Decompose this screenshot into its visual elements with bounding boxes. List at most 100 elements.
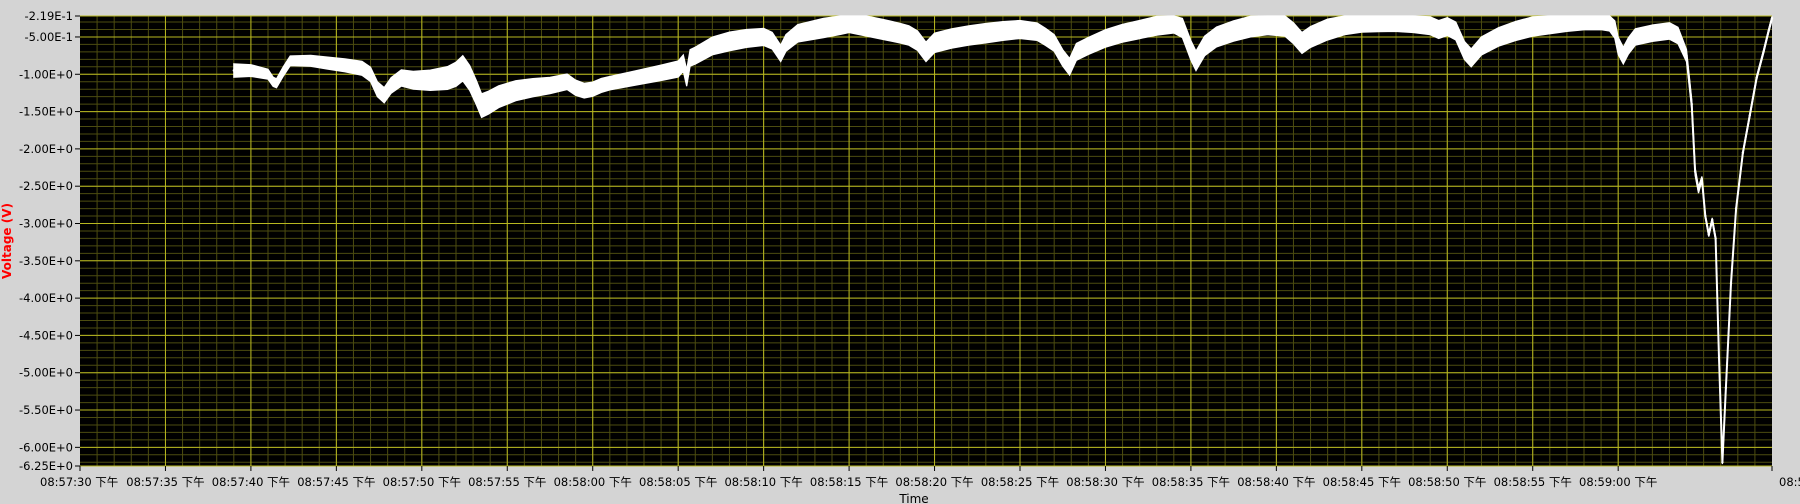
data-point [924,50,928,54]
data-point [839,23,842,26]
data-point [1326,28,1329,31]
y-tick-label: -2.50E+0 [19,179,73,193]
data-point [326,61,329,65]
data-point [480,104,483,107]
data-point [1189,49,1193,52]
data-point [1711,218,1714,221]
data-point [548,84,552,87]
x-tick-label: 08:59:00 下午 [1579,475,1657,489]
x-tick-label: 08:58:55 下午 [1494,475,1572,489]
data-point [1480,44,1483,48]
data-point [271,80,275,83]
data-point [1300,41,1304,45]
data-point [1565,20,1569,24]
data-point [1707,233,1711,236]
series-layer [232,15,1774,465]
data-point [289,59,292,62]
data-point [822,26,825,30]
data-point [1497,35,1500,39]
x-tick-label: 08:57:40 下午 [212,475,290,489]
data-point [984,32,987,35]
data-point [412,79,415,82]
data-point [1061,56,1064,60]
data-point [383,94,386,97]
data-point [1215,35,1218,39]
x-tick-label: 08:58:30 下午 [1066,475,1144,489]
data-point [1018,28,1022,31]
y-tick-label: -5.00E-1 [25,30,74,44]
data-point [1729,282,1733,285]
data-point [1104,37,1107,40]
data-point [762,35,765,39]
data-point [1377,20,1381,24]
data-point [796,32,799,35]
data-point [1194,59,1198,62]
data-point [1454,29,1458,33]
data-point [1172,22,1176,25]
data-point [1697,188,1700,192]
data-point [682,61,685,65]
data-point [847,20,851,24]
data-point [1770,17,1774,20]
data-point [1721,461,1724,464]
data-point [1446,25,1449,28]
data-point [1035,30,1039,33]
data-point [677,67,680,71]
data-point [1087,44,1090,48]
x-tick-label: 08:57:50 下午 [383,475,461,489]
y-tick-label: -5.50E+0 [19,403,73,417]
data-point [1360,20,1364,24]
data-point [1044,35,1047,39]
data-point [1068,65,1071,69]
data-point [343,64,347,67]
data-point [1599,19,1603,22]
data-point [1292,32,1295,35]
y-tick-label: -1.50E+0 [19,105,73,119]
data-point [1155,24,1158,27]
x-tick-label: 08:58:10 下午 [724,475,802,489]
data-point [1531,25,1534,28]
y-tick-label: -5.00E+0 [19,366,73,380]
x-tick-label: 08:58:40 下午 [1237,475,1315,489]
data-point [1634,35,1637,39]
x-tick-label: 08:58:05 下午 [639,475,717,489]
data-point [1622,54,1625,57]
data-point [608,82,611,85]
data-point [899,32,902,35]
data-point [1724,386,1728,389]
data-point [1411,22,1415,25]
data-point [1075,50,1078,54]
data-point [1717,356,1721,359]
x-tick-label: 08:58:25 下午 [981,475,1059,489]
y-tick-label: -4.50E+0 [19,328,73,342]
data-point [1232,29,1235,33]
data-point [1463,49,1466,52]
x-tick-label: 08:57:35 下午 [126,475,204,489]
x-tick-label: 08:58:50 下午 [1408,475,1486,489]
data-point [1138,28,1141,31]
data-point [497,95,500,98]
y-axis-ticks: -2.19E-1 -5.00E-1 -1.00E+0 -1.50E+0 -2.00E+0… [19,9,80,473]
data-point [711,44,714,48]
x-tick-label: 08:58:15 下午 [810,475,888,489]
data-point [728,40,731,43]
data-point [1693,170,1697,173]
data-point [1676,34,1680,37]
data-point [1690,102,1693,106]
plot-area [80,16,1772,466]
data-point [531,86,535,89]
data-point [574,86,577,89]
data-point [1613,28,1617,31]
x-tick-label: 08:58:20 下午 [895,475,973,489]
data-point [1548,23,1552,26]
data-point [1608,20,1611,24]
data-point [309,59,312,62]
data-point [784,41,788,45]
y-tick-label: -2.19E-1 [25,9,74,23]
data-point [865,24,868,27]
data-point [1309,35,1312,39]
data-point [1181,26,1184,30]
data-point [907,34,911,37]
data-point [779,52,782,55]
